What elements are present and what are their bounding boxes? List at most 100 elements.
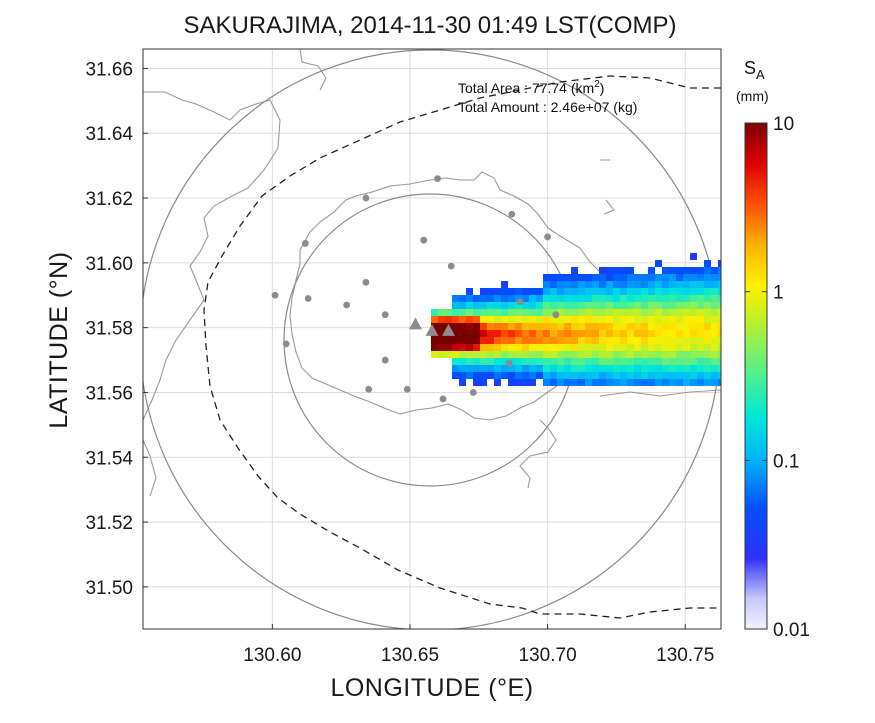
ash-cell bbox=[599, 295, 606, 302]
coastline-southeast bbox=[143, 419, 557, 497]
ash-cell bbox=[480, 295, 487, 302]
ash-cell bbox=[494, 302, 501, 309]
vent-marker bbox=[408, 317, 422, 330]
ash-cell bbox=[599, 302, 606, 309]
ash-cell bbox=[515, 337, 522, 344]
ash-cell bbox=[529, 323, 536, 330]
ash-cell bbox=[648, 351, 655, 358]
vent-marker bbox=[442, 323, 456, 336]
ash-cell bbox=[662, 302, 669, 309]
ash-cell bbox=[550, 379, 557, 386]
ash-cell bbox=[564, 295, 571, 302]
ash-cell bbox=[599, 330, 606, 337]
ash-cell bbox=[508, 309, 515, 316]
colorbar-gradient bbox=[744, 122, 768, 630]
ash-cell bbox=[641, 302, 648, 309]
ash-cell bbox=[690, 302, 697, 309]
ash-cell bbox=[592, 351, 599, 358]
ash-cell bbox=[662, 337, 669, 344]
ash-cell bbox=[676, 337, 683, 344]
ash-cell bbox=[627, 358, 634, 365]
ash-cell bbox=[718, 302, 721, 309]
ash-cell bbox=[641, 344, 648, 351]
ash-cell bbox=[683, 330, 690, 337]
ash-cell bbox=[599, 351, 606, 358]
ash-cell bbox=[613, 337, 620, 344]
ash-cell bbox=[690, 337, 697, 344]
ash-cell bbox=[522, 323, 529, 330]
ash-cell bbox=[627, 267, 634, 274]
ash-cell bbox=[578, 379, 585, 386]
ash-cell bbox=[662, 295, 669, 302]
ash-cell bbox=[655, 295, 662, 302]
ash-cell bbox=[585, 302, 592, 309]
ash-cell bbox=[487, 288, 494, 295]
ash-cell bbox=[578, 365, 585, 372]
ash-cell bbox=[466, 351, 473, 358]
ash-cell bbox=[711, 302, 718, 309]
ash-cell bbox=[529, 302, 536, 309]
ash-cell bbox=[508, 337, 515, 344]
ash-cell bbox=[501, 358, 508, 365]
ash-cell bbox=[501, 281, 508, 288]
ash-cell bbox=[550, 295, 557, 302]
ash-cell bbox=[690, 281, 697, 288]
ash-cell bbox=[620, 351, 627, 358]
ash-cell bbox=[690, 365, 697, 372]
ash-cell bbox=[480, 351, 487, 358]
station-marker bbox=[447, 262, 455, 270]
ash-cell bbox=[501, 365, 508, 372]
ash-cell bbox=[676, 288, 683, 295]
ash-cell bbox=[704, 295, 711, 302]
ash-cell bbox=[480, 358, 487, 365]
ash-cell bbox=[494, 358, 501, 365]
ash-cell bbox=[452, 365, 459, 372]
ash-cell bbox=[466, 316, 473, 323]
ash-cell bbox=[641, 281, 648, 288]
y-axis-label: LATITUDE (°N) bbox=[45, 251, 73, 428]
ash-cell bbox=[557, 274, 564, 281]
ash-cell bbox=[669, 267, 676, 274]
ash-cell bbox=[494, 365, 501, 372]
ash-cell bbox=[613, 351, 620, 358]
ash-cell bbox=[606, 288, 613, 295]
ash-cell bbox=[718, 274, 721, 281]
ash-cell bbox=[648, 295, 655, 302]
ash-cell bbox=[648, 288, 655, 295]
ash-cell bbox=[627, 295, 634, 302]
ash-cell bbox=[466, 330, 473, 337]
ash-cell bbox=[550, 288, 557, 295]
ash-cell bbox=[466, 288, 473, 295]
ash-cell bbox=[648, 267, 655, 274]
ash-cell bbox=[592, 323, 599, 330]
ash-cell bbox=[494, 295, 501, 302]
station-marker bbox=[469, 389, 477, 396]
ash-cell bbox=[494, 379, 501, 386]
ash-cell bbox=[522, 309, 529, 316]
ash-cell bbox=[578, 295, 585, 302]
ash-cell bbox=[613, 330, 620, 337]
ash-cell bbox=[529, 351, 536, 358]
ash-cell bbox=[592, 372, 599, 379]
ash-cell bbox=[501, 323, 508, 330]
ash-cell bbox=[529, 372, 536, 379]
ash-cell bbox=[452, 330, 459, 337]
ash-cell bbox=[634, 309, 641, 316]
ash-cell bbox=[655, 358, 662, 365]
ash-cell bbox=[641, 358, 648, 365]
ash-cell bbox=[669, 365, 676, 372]
ash-cell bbox=[564, 288, 571, 295]
ash-cell bbox=[627, 274, 634, 281]
ash-cell bbox=[438, 309, 445, 316]
ash-cell bbox=[592, 274, 599, 281]
ash-cell bbox=[536, 295, 543, 302]
ash-cell bbox=[669, 281, 676, 288]
ash-cell bbox=[543, 337, 550, 344]
station-marker bbox=[434, 175, 441, 183]
ash-cell bbox=[585, 281, 592, 288]
ash-cell bbox=[669, 309, 676, 316]
ash-cell bbox=[452, 351, 459, 358]
total-area-superscript: 2 bbox=[594, 79, 600, 90]
ash-cell bbox=[578, 323, 585, 330]
